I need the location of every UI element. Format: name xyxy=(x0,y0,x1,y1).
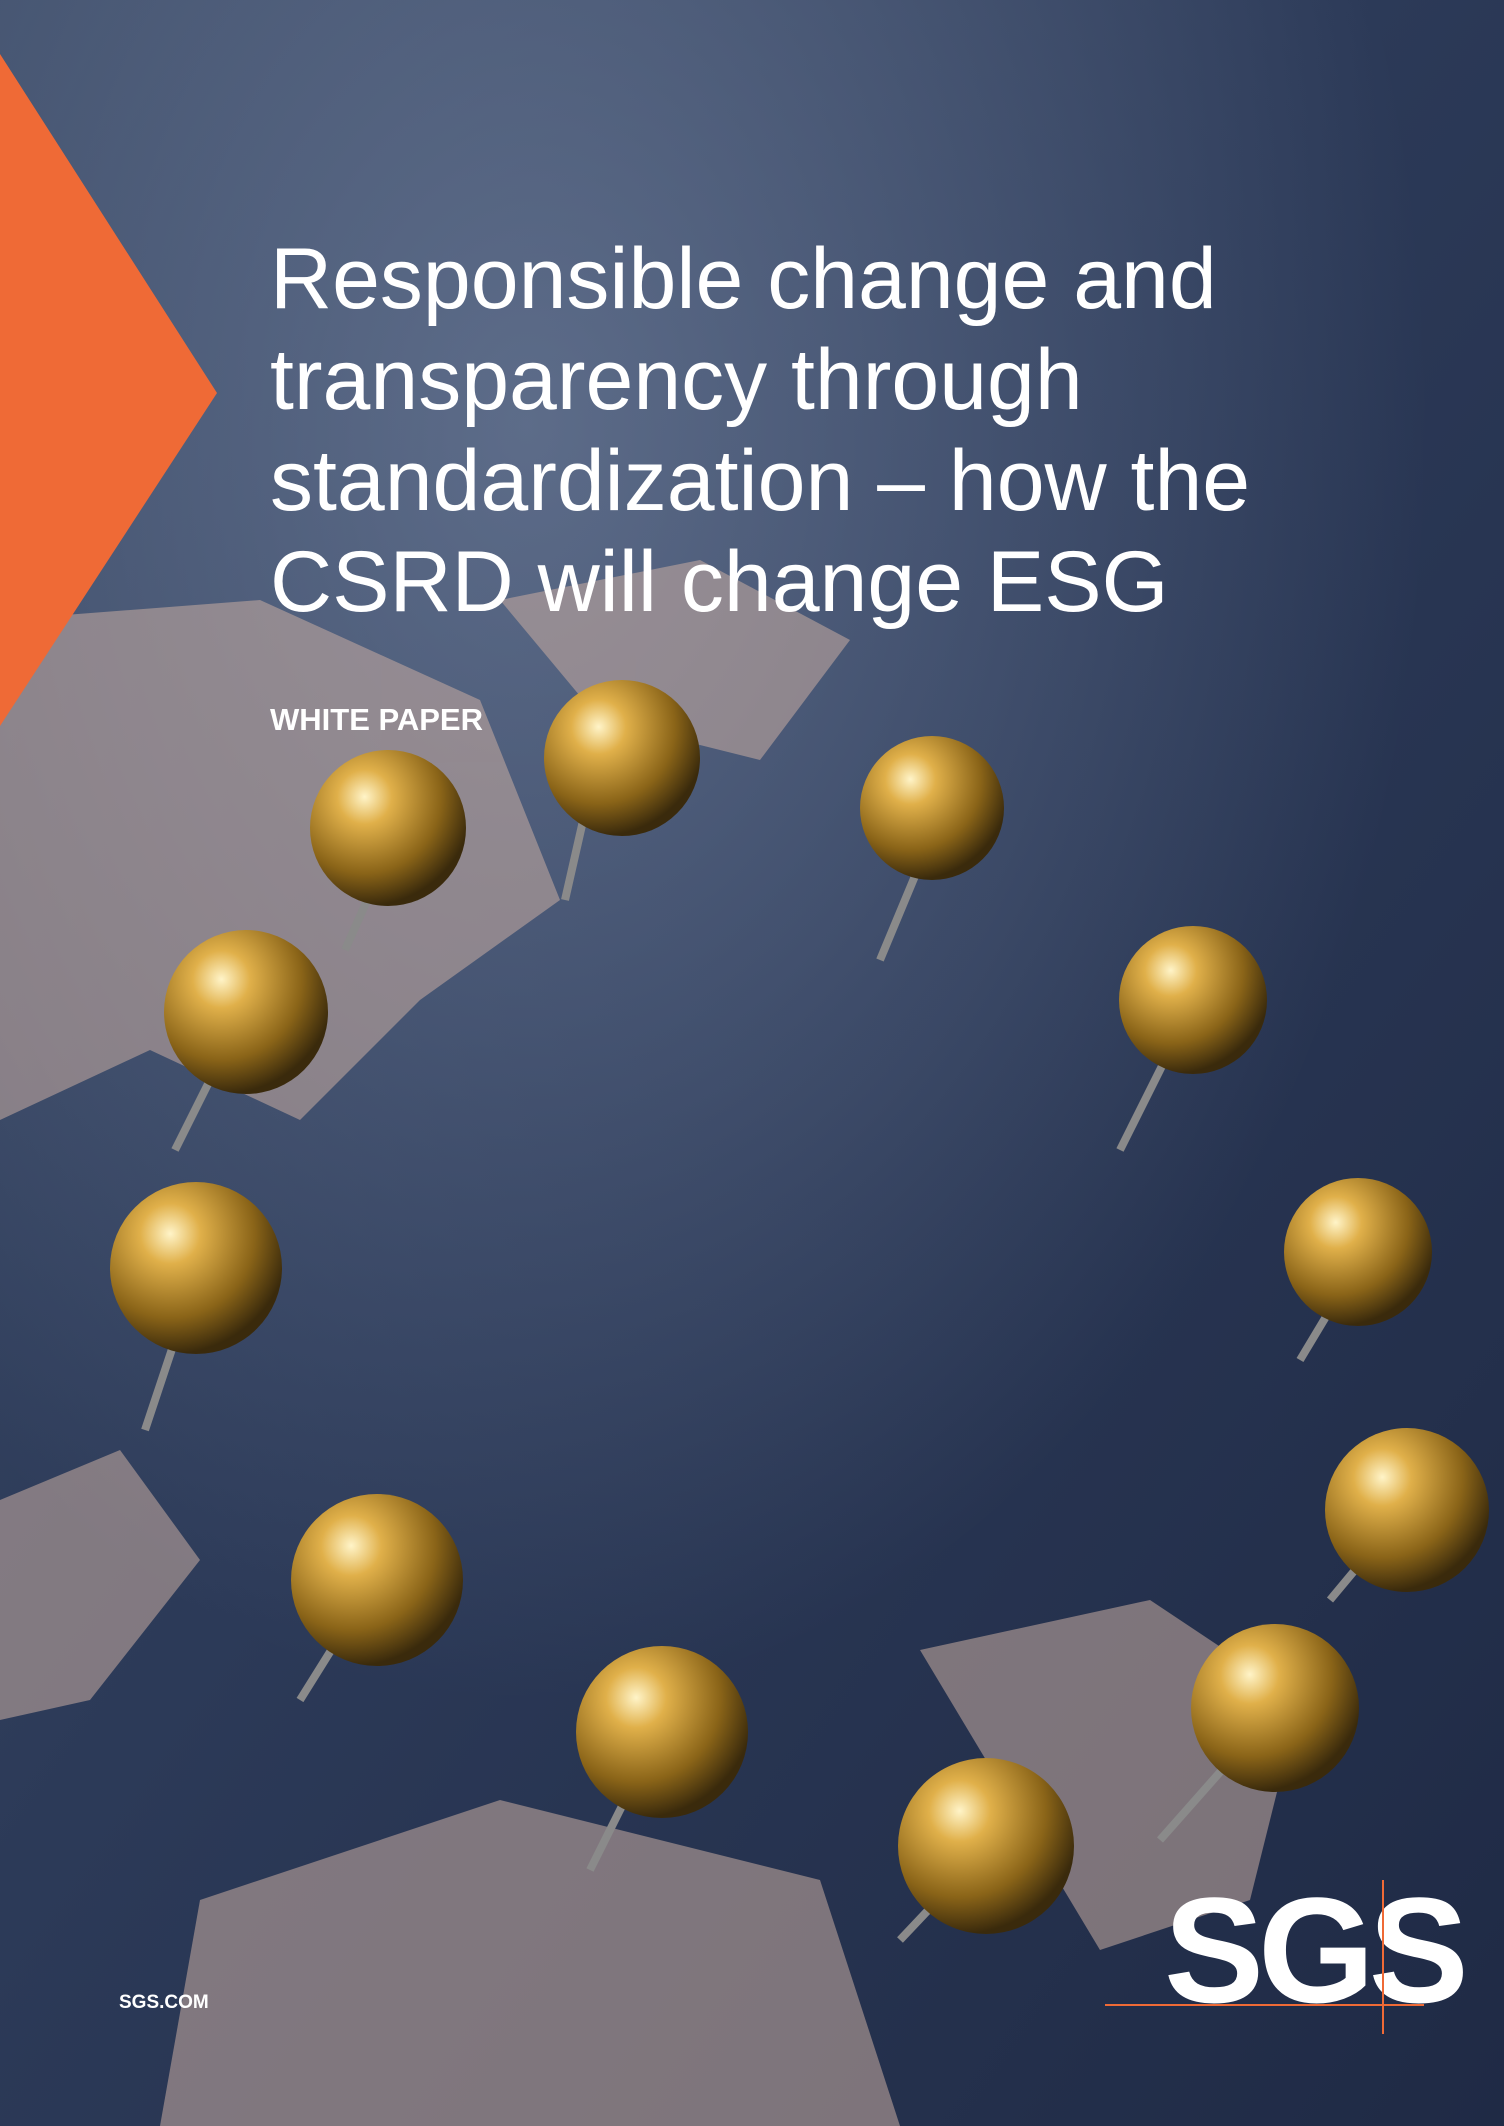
orange-triangle xyxy=(0,54,217,726)
document-type: WHITE PAPER xyxy=(270,702,483,737)
logo: SGS xyxy=(1164,1866,1464,2034)
website: SGS.COM xyxy=(119,1992,209,2013)
map-land xyxy=(0,560,1300,2126)
pins xyxy=(110,680,1489,1943)
title-line: standardization – how the xyxy=(270,433,1250,529)
title-line: Responsible change and xyxy=(270,231,1217,327)
title-line: CSRD will change ESG xyxy=(270,534,1169,630)
title-line: transparency through xyxy=(270,332,1083,428)
